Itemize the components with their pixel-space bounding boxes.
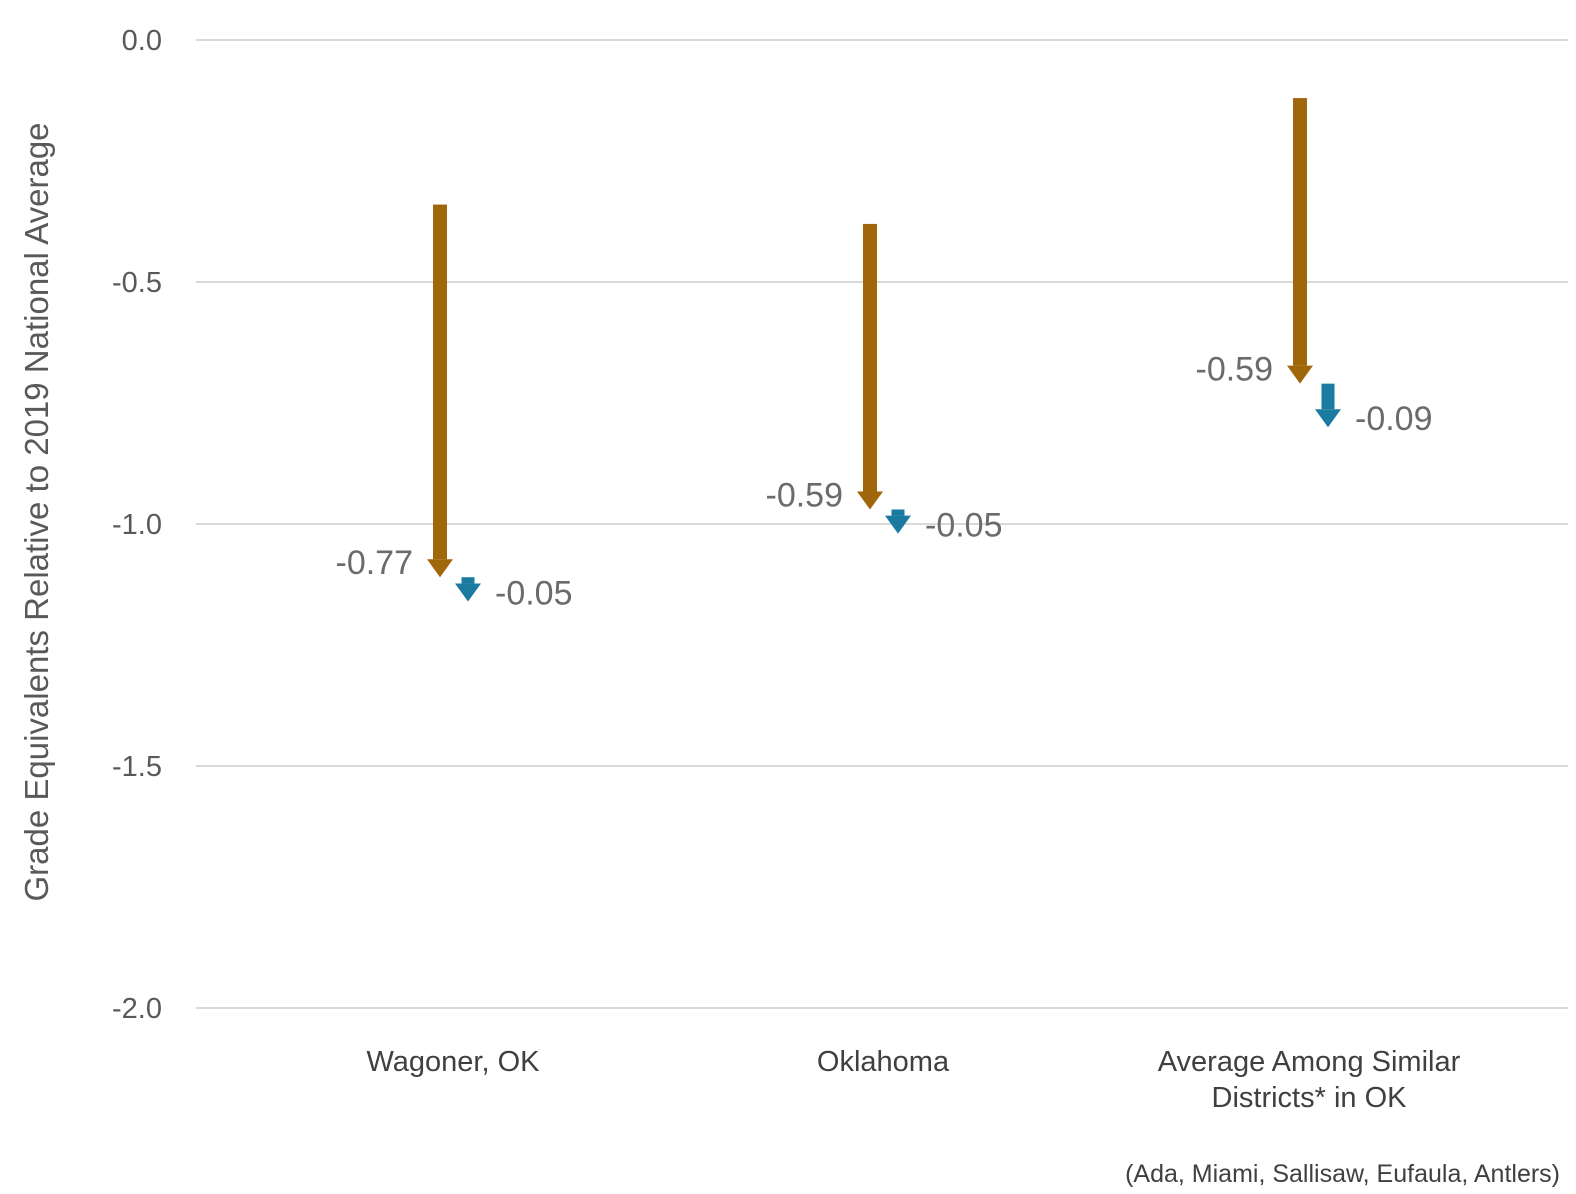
- y-tick-label: -0.5: [112, 267, 162, 299]
- data-label: -0.05: [925, 507, 1003, 545]
- y-tick-label: -2.0: [112, 993, 162, 1025]
- arrow-shaft: [1321, 383, 1335, 410]
- arrow-shaft: [1293, 98, 1307, 366]
- arrow-head: [427, 559, 453, 578]
- arrow-shaft: [891, 509, 905, 516]
- data-label: -0.09: [1355, 400, 1433, 438]
- y-tick-label: -1.0: [112, 509, 162, 541]
- y-axis-label: Grade Equivalents Relative to 2019 Natio…: [18, 122, 55, 901]
- change-arrow: -0.77: [336, 204, 453, 582]
- arrow-head: [455, 583, 481, 602]
- footnote: (Ada, Miami, Sallisaw, Eufaula, Antlers): [1125, 1160, 1560, 1188]
- category-label: Oklahoma: [817, 1046, 950, 1078]
- gridlines: [196, 39, 1568, 1009]
- category-labels: Wagoner, OK Oklahoma Average Among Similar…: [366, 1046, 1460, 1114]
- category-label: Districts* in OK: [1212, 1082, 1408, 1114]
- arrows: -0.77 -0.59 -0.59 -0.05 -0.05 -0.09: [336, 98, 1433, 612]
- change-arrow: -0.59: [766, 223, 883, 514]
- arrow-shaft: [863, 223, 877, 492]
- change-arrow: -0.05: [885, 507, 1003, 545]
- arrow-head: [1287, 365, 1313, 384]
- change-arrow: -0.59: [1196, 98, 1313, 389]
- arrow-head: [885, 515, 911, 534]
- arrow-head: [857, 491, 883, 510]
- y-tick-label: 0.0: [122, 25, 162, 57]
- category-label: Wagoner, OK: [366, 1046, 540, 1078]
- data-label: -0.59: [766, 476, 844, 514]
- arrow-shaft: [433, 204, 447, 560]
- y-axis-ticks: 0.0 -0.5 -1.0 -1.5 -2.0: [112, 25, 162, 1025]
- data-label: -0.59: [1196, 351, 1274, 389]
- data-label: -0.77: [336, 544, 414, 582]
- category-label: Average Among Similar: [1158, 1046, 1461, 1078]
- arrow-shaft: [461, 577, 475, 584]
- change-arrow: -0.09: [1315, 383, 1433, 438]
- data-label: -0.05: [495, 574, 573, 612]
- y-tick-label: -1.5: [112, 751, 162, 783]
- arrow-head: [1315, 409, 1341, 428]
- change-arrow: -0.05: [455, 574, 573, 612]
